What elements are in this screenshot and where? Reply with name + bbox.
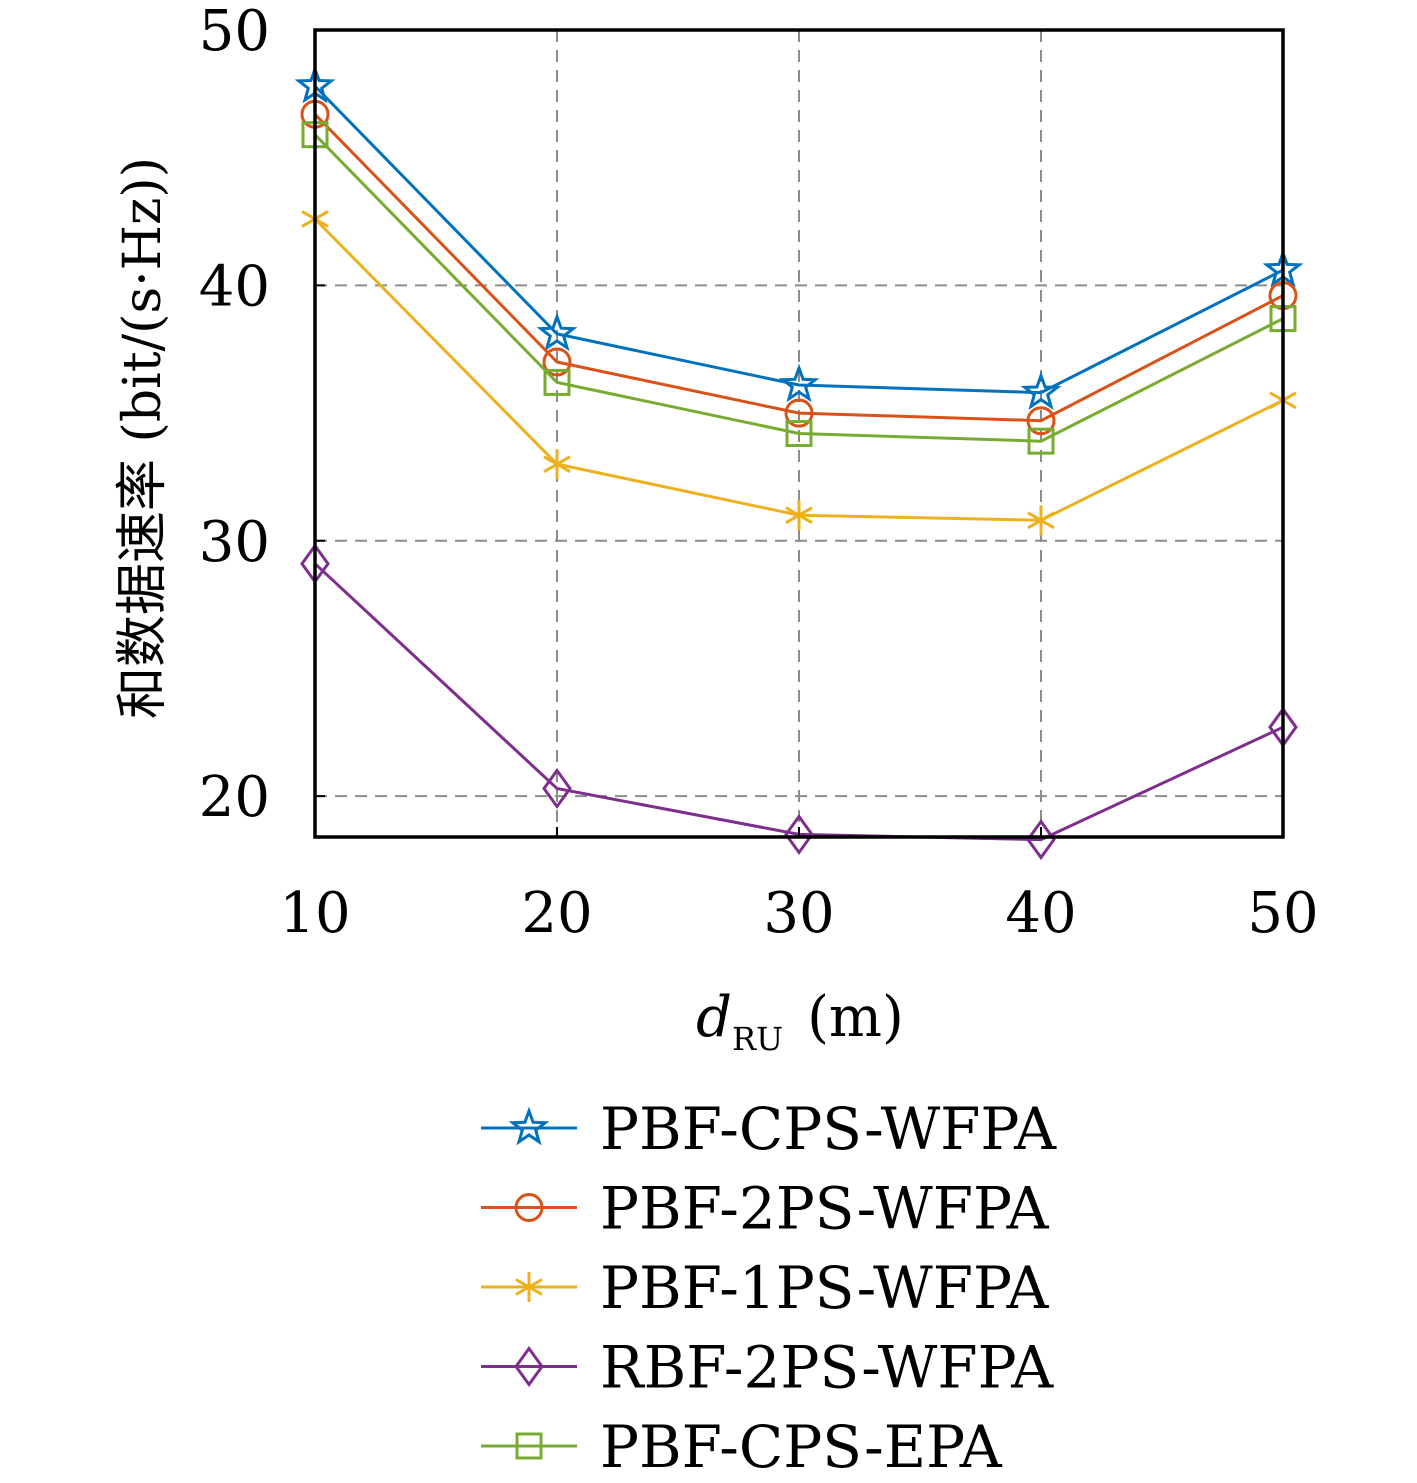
data-point	[542, 767, 572, 810]
data-point	[784, 813, 814, 856]
legend: PBF-CPS-WFPA PBF-2PS-WFPA PBF-1PS-WFPA RBF-…	[481, 1095, 1057, 1481]
legend-square-icon	[515, 1432, 543, 1460]
asterisk-stroke	[515, 1278, 543, 1296]
series-layer	[294, 64, 1304, 861]
data-point	[542, 347, 572, 377]
legend-item: PBF-2PS-WFPA	[481, 1175, 1050, 1243]
data-point	[785, 500, 813, 531]
data-point	[536, 312, 578, 352]
y-tick-label: 30	[199, 510, 270, 575]
series-PBF-1PS-WFPA	[301, 203, 1297, 536]
data-point	[543, 449, 571, 480]
legend-asterisk-icon	[515, 1272, 543, 1302]
data-point	[778, 363, 820, 403]
x-tick-label: 20	[521, 881, 592, 946]
legend-item: PBF-CPS-EPA	[481, 1413, 1003, 1481]
x-axis-unit: (m)	[807, 985, 904, 1050]
series-line	[313, 133, 1284, 443]
x-tick-label: 30	[763, 881, 834, 946]
x-tick-label: 10	[279, 881, 350, 946]
series-line	[313, 113, 1284, 423]
legend-label: PBF-CPS-WFPA	[600, 1095, 1057, 1163]
x-tick-label: 50	[1247, 881, 1318, 946]
y-tick-label: 40	[199, 254, 270, 319]
legend-item: RBF-2PS-WFPA	[481, 1334, 1054, 1402]
data-point	[785, 420, 813, 447]
legend-label: RBF-2PS-WFPA	[600, 1334, 1054, 1402]
x-axis-label: dRU (m)	[696, 985, 904, 1058]
x-tick-label: 40	[1005, 881, 1076, 946]
legend-label: PBF-1PS-WFPA	[600, 1254, 1050, 1322]
legend-diamond-icon	[514, 1345, 544, 1388]
y-tick-label: 20	[199, 765, 270, 830]
asterisk-stroke	[1027, 511, 1055, 530]
y-tick-label: 50	[199, 0, 270, 64]
legend-label: PBF-CPS-EPA	[600, 1413, 1003, 1481]
data-point	[1026, 406, 1056, 436]
data-point	[1027, 505, 1055, 536]
x-axis-subscript: RU	[732, 1020, 783, 1058]
legend-item: PBF-CPS-WFPA	[481, 1095, 1057, 1163]
asterisk-stroke	[785, 506, 813, 525]
data-point	[1020, 371, 1062, 410]
data-point	[1027, 427, 1055, 455]
x-axis-symbol: d	[696, 985, 732, 1050]
y-axis-label: 和数据速率 (bit/(s·Hz))	[113, 157, 173, 719]
data-point	[784, 398, 814, 428]
legend-circle-icon	[514, 1193, 544, 1222]
data-point	[1026, 818, 1056, 861]
data-point	[543, 368, 571, 396]
asterisk-stroke	[543, 455, 571, 473]
legend-item: PBF-1PS-WFPA	[481, 1254, 1050, 1322]
legend-label: PBF-2PS-WFPA	[600, 1175, 1050, 1243]
series-line	[313, 85, 1284, 395]
legend-star-icon	[508, 1106, 550, 1146]
